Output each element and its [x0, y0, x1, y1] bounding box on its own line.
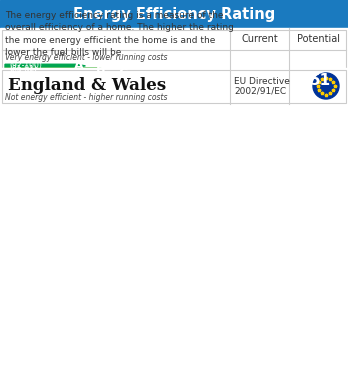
Polygon shape: [5, 68, 108, 71]
Text: EU Directive: EU Directive: [234, 77, 290, 86]
Text: 51: 51: [310, 73, 331, 88]
Polygon shape: [5, 64, 85, 68]
Bar: [2, 70, 346, 103]
Text: 2002/91/EC: 2002/91/EC: [234, 86, 286, 95]
Text: The energy efficiency rating is a measure of the
overall efficiency of a home. T: The energy efficiency rating is a measur…: [5, 11, 234, 57]
Circle shape: [313, 73, 339, 99]
Text: Energy Efficiency Rating: Energy Efficiency Rating: [73, 7, 275, 22]
Polygon shape: [5, 79, 173, 83]
Text: (39-54): (39-54): [9, 76, 37, 85]
Bar: [0, 0, 348, 28]
Polygon shape: [5, 83, 195, 86]
Polygon shape: [5, 75, 151, 79]
Polygon shape: [5, 86, 221, 90]
Text: A: A: [74, 59, 84, 72]
Text: (21-38): (21-38): [9, 80, 37, 89]
Text: Potential: Potential: [297, 34, 340, 44]
Text: England & Wales: England & Wales: [8, 77, 166, 95]
Text: F: F: [185, 78, 193, 91]
Text: Current: Current: [241, 34, 278, 44]
Text: Very energy efficient - lower running costs: Very energy efficient - lower running co…: [5, 52, 167, 61]
Text: (92-100): (92-100): [9, 61, 42, 70]
Text: (81-91): (81-91): [9, 65, 37, 74]
Text: Not energy efficient - higher running costs: Not energy efficient - higher running co…: [5, 93, 167, 102]
Text: C: C: [118, 67, 127, 80]
Text: E: E: [163, 74, 172, 87]
Text: D: D: [139, 70, 149, 84]
Text: (1-20): (1-20): [9, 84, 32, 93]
Bar: [2, 30, 346, 103]
Polygon shape: [284, 79, 345, 82]
Text: (55-68): (55-68): [9, 72, 37, 81]
Bar: [0, 68, 348, 104]
Bar: [0, 28, 348, 104]
Polygon shape: [5, 72, 129, 75]
Text: (69-80): (69-80): [9, 69, 37, 78]
Text: 51: 51: [251, 73, 272, 88]
Polygon shape: [224, 79, 285, 82]
Text: G: G: [208, 82, 219, 95]
Text: B: B: [96, 63, 105, 76]
